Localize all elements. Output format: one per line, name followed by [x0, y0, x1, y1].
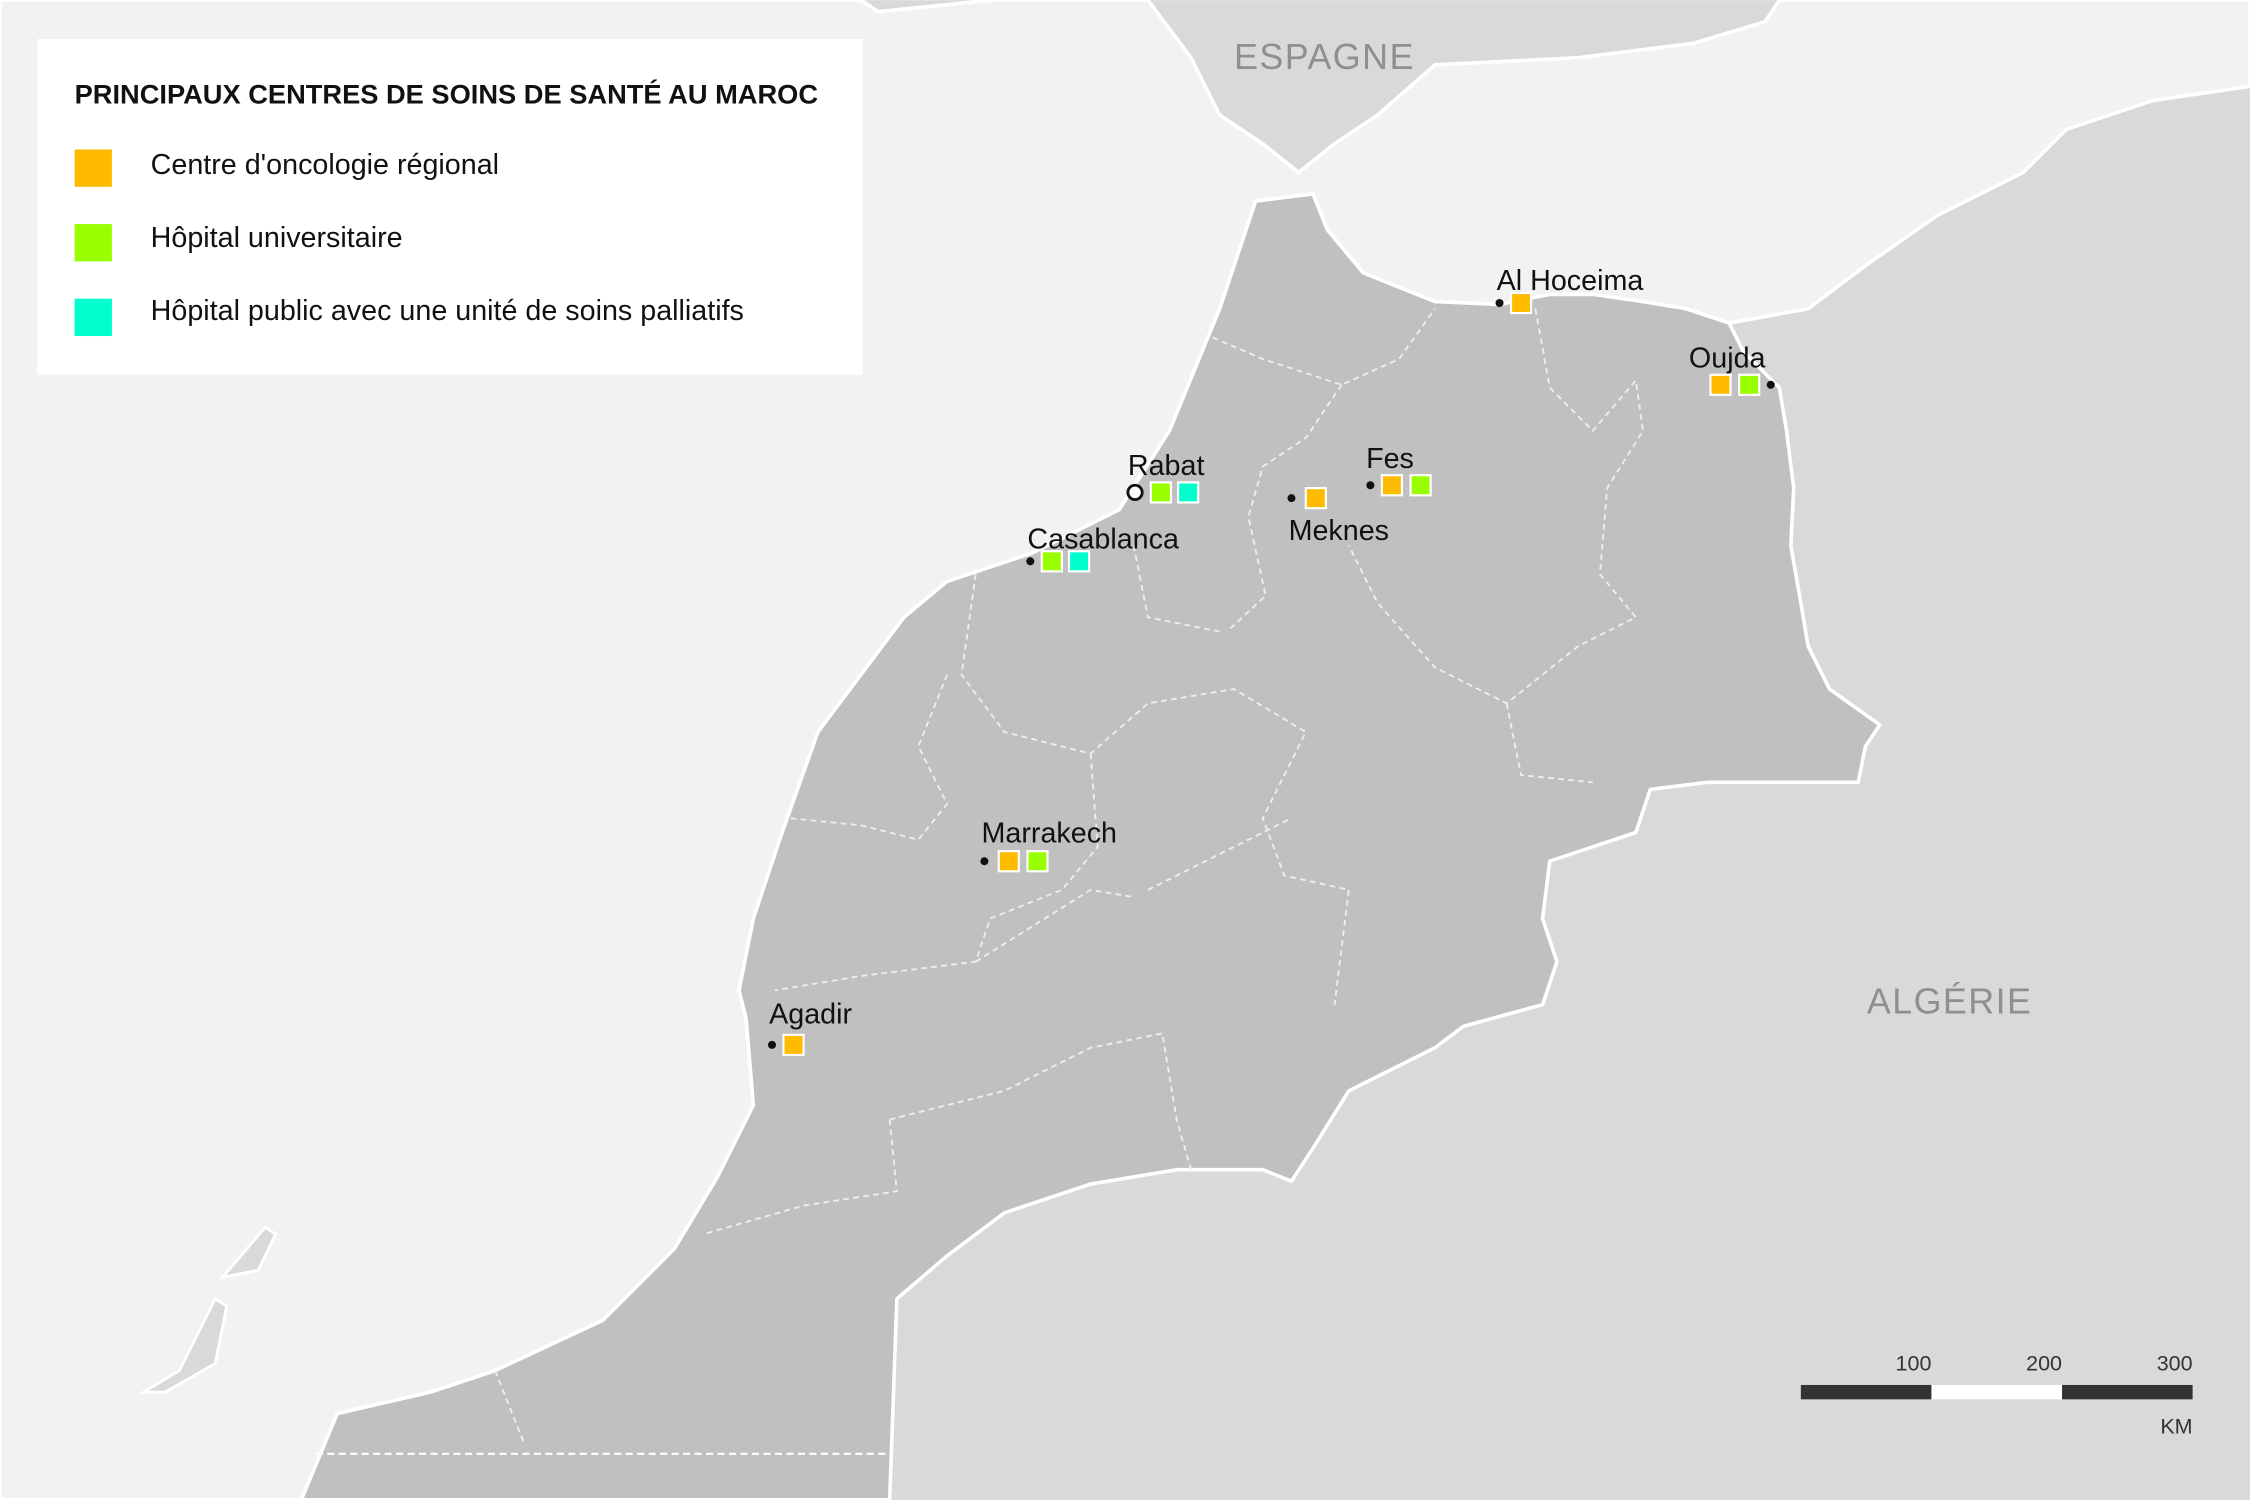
facility-marker-university	[1149, 481, 1172, 504]
facility-marker-university	[1738, 373, 1761, 396]
scale-segment	[2062, 1384, 2193, 1400]
scale-bar: 100 200 300 KM	[1800, 1352, 2193, 1439]
region-borders	[315, 308, 1644, 1455]
country-label-spain: ESPAGNE	[1234, 37, 1415, 77]
facility-marker-oncology	[782, 1033, 805, 1057]
city-rabat: Rabat	[1126, 450, 1205, 504]
morocco	[299, 192, 1882, 1500]
scale-tick-200: 200	[2026, 1352, 2062, 1376]
city-dot-icon	[767, 1040, 777, 1049]
facility-marker-oncology	[1709, 373, 1732, 396]
city-label: Rabat	[1128, 450, 1205, 482]
facility-marker-oncology	[1380, 474, 1404, 497]
facility-marker-oncology	[1509, 291, 1533, 315]
city-dot-icon	[1495, 298, 1504, 308]
city-label: Agadir	[769, 998, 852, 1030]
city-label: Fes	[1366, 443, 1414, 475]
city-casablanca: Casablanca	[1026, 523, 1179, 573]
scale-tick-100: 100	[1896, 1352, 1932, 1376]
city-label: Oujda	[1689, 343, 1766, 375]
legend-swatch-oncology	[74, 149, 112, 187]
city-dot-icon	[980, 857, 989, 866]
scale-segment	[1931, 1384, 2063, 1400]
facility-marker-university	[1409, 474, 1432, 497]
canary-islands	[138, 1225, 278, 1394]
legend: PRINCIPAUX CENTRES DE SOINS DE SANTÉ AU …	[37, 38, 863, 375]
city-dot-icon	[1287, 494, 1296, 503]
scale-unit: KM	[2160, 1415, 2192, 1439]
city-markers: Al Hoceima Oujda Rabat Casablanca Meknes Fes M…	[767, 265, 1775, 1057]
facility-marker-palliative	[1067, 550, 1091, 573]
city-marrakech: Marrakech	[980, 818, 1118, 873]
scale-segment	[1800, 1384, 1932, 1400]
capital-star-icon	[1126, 483, 1144, 502]
facility-marker-university	[1040, 550, 1063, 573]
legend-box	[37, 38, 863, 375]
city-oujda: Oujda	[1689, 343, 1775, 396]
legend-swatch-university	[74, 224, 112, 262]
city-meknes: Meknes	[1287, 487, 1389, 547]
legend-label-oncology: Centre d'oncologie régional	[151, 149, 499, 181]
facility-marker-university	[1026, 850, 1049, 873]
city-dot-icon	[1026, 557, 1035, 566]
city-fes: Fes	[1366, 443, 1432, 497]
facility-marker-palliative	[1177, 481, 1200, 504]
city-dot-icon	[1366, 481, 1375, 490]
city-al-hoceima: Al Hoceima	[1495, 265, 1644, 315]
scale-tick-300: 300	[2157, 1352, 2193, 1376]
facility-marker-oncology	[997, 850, 1020, 873]
city-label: Al Hoceima	[1497, 265, 1644, 297]
city-label: Marrakech	[982, 818, 1118, 850]
legend-swatch-palliative	[74, 298, 112, 337]
city-label: Meknes	[1289, 515, 1389, 547]
legend-label-palliative: Hôpital public avec une unité de soins p…	[151, 295, 744, 327]
country-label-algeria: ALGÉRIE	[1867, 981, 2032, 1021]
city-dot-icon	[1766, 380, 1775, 389]
legend-title: PRINCIPAUX CENTRES DE SOINS DE SANTÉ AU …	[75, 79, 818, 110]
city-label: Casablanca	[1027, 523, 1179, 555]
legend-label-university: Hôpital universitaire	[151, 222, 403, 254]
city-agadir: Agadir	[767, 998, 853, 1057]
facility-marker-oncology	[1304, 487, 1327, 510]
